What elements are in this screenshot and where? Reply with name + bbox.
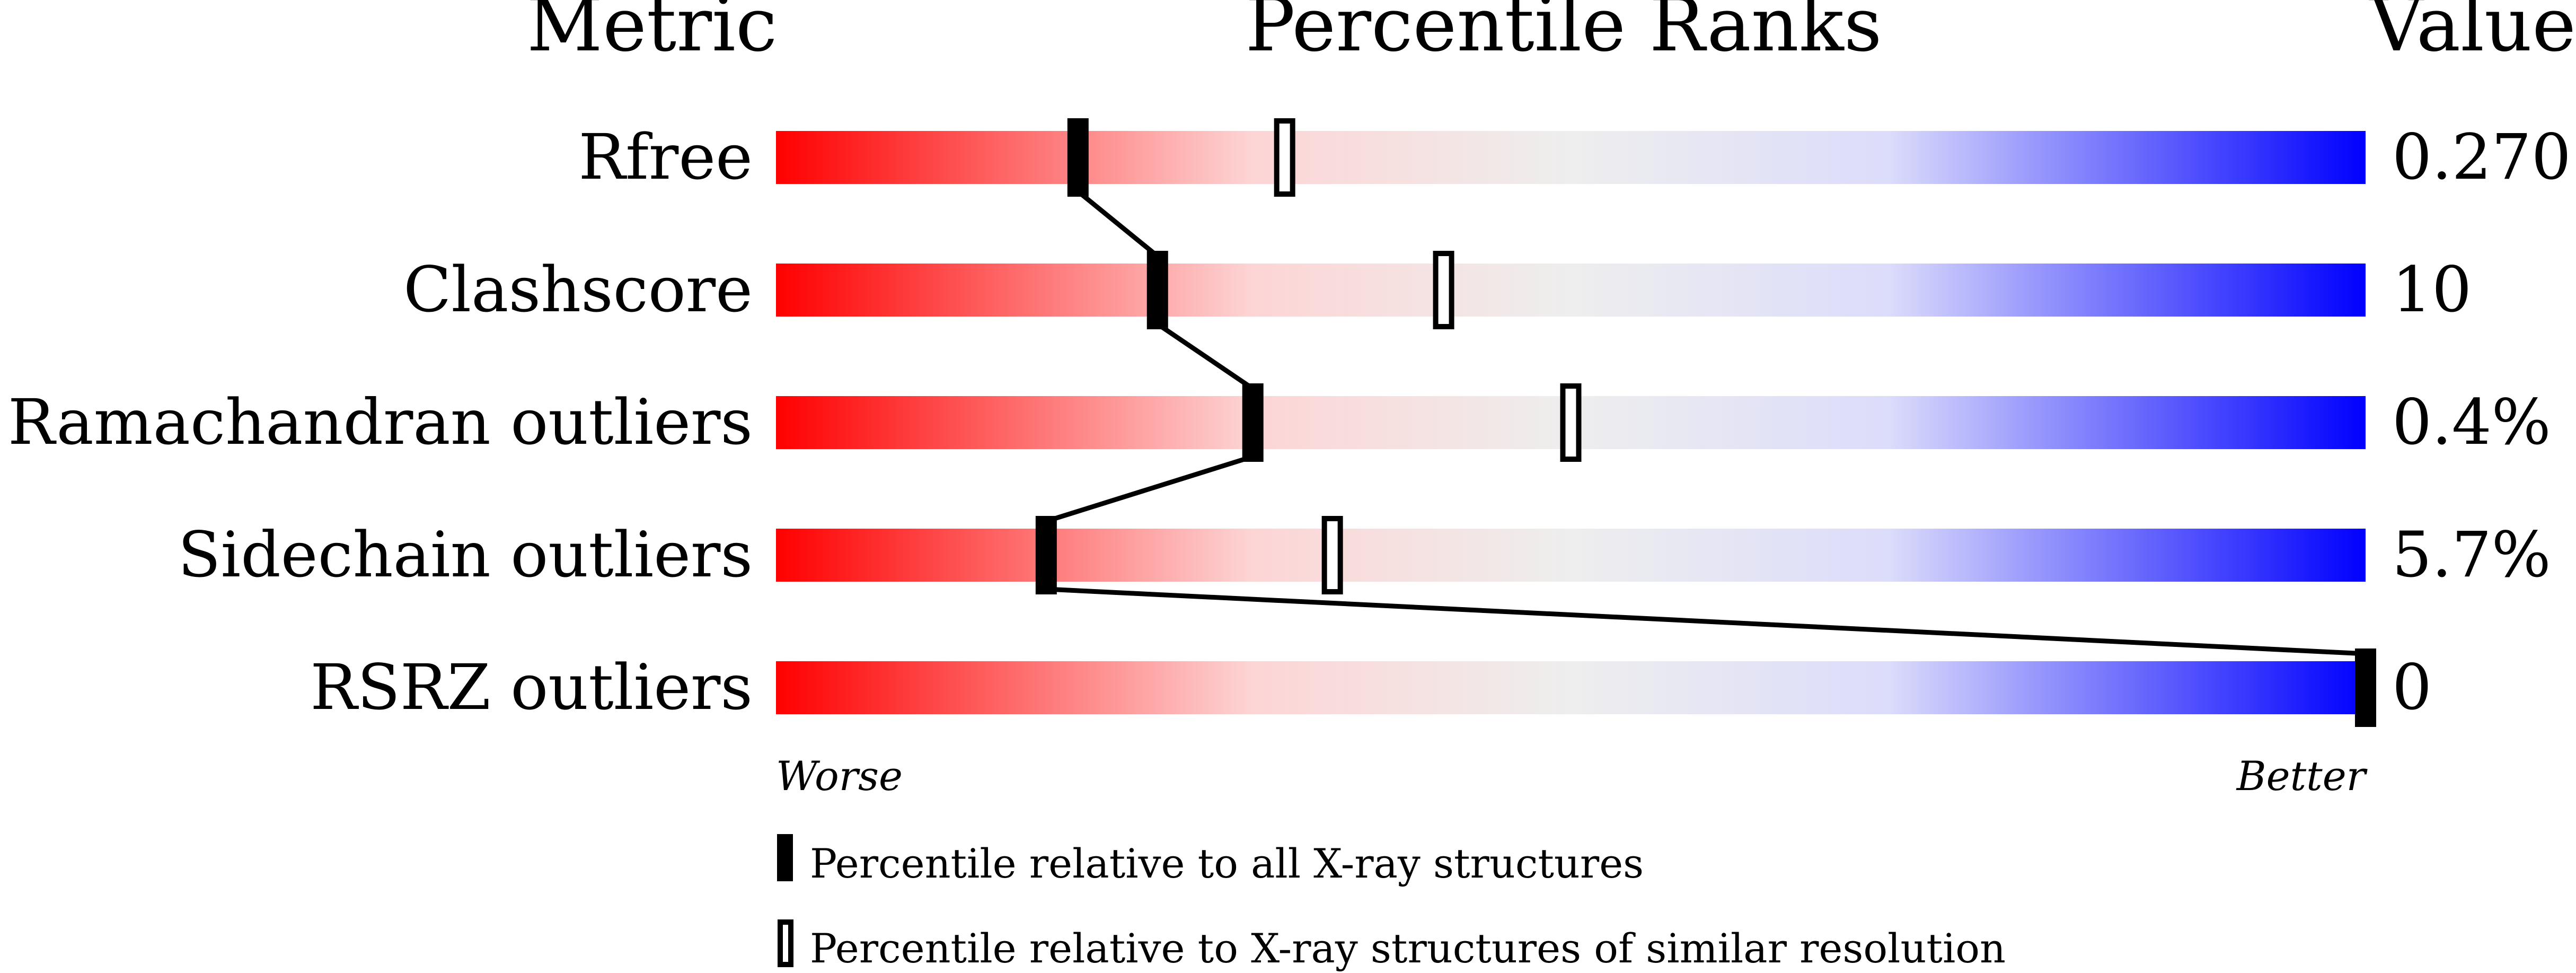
similar-resolution-marker bbox=[1321, 516, 1343, 594]
connector-line bbox=[1045, 454, 1254, 524]
metric-label: Ramachandran outliers bbox=[8, 385, 753, 459]
metric-label: RSRZ outliers bbox=[310, 651, 753, 724]
connector-line bbox=[1076, 189, 1159, 258]
similar-resolution-marker bbox=[1560, 383, 1582, 462]
header-metric: Metric bbox=[527, 0, 778, 68]
worse-label: Worse bbox=[776, 752, 903, 800]
all-structures-marker bbox=[1067, 118, 1089, 197]
metric-label: Clashscore bbox=[403, 253, 753, 326]
metric-label: Rfree bbox=[578, 120, 753, 194]
better-label: Better bbox=[2236, 752, 2368, 800]
percentile-bar bbox=[776, 131, 2366, 184]
metric-value: 0.4% bbox=[2392, 385, 2551, 459]
similar-resolution-marker bbox=[1274, 118, 1295, 197]
header-percentile: Percentile Ranks bbox=[1245, 0, 1882, 68]
metric-value: 0.270 bbox=[2392, 120, 2571, 194]
legend-open-label: Percentile relative to X-ray structures … bbox=[810, 925, 2006, 972]
connector-line bbox=[1046, 586, 2366, 656]
percentile-bar bbox=[776, 661, 2366, 714]
header-value: Value bbox=[2368, 0, 2576, 68]
similar-resolution-marker bbox=[1433, 251, 1454, 329]
metric-value: 0 bbox=[2392, 651, 2432, 724]
percentile-bar bbox=[776, 264, 2366, 317]
connector-line bbox=[1156, 322, 1255, 391]
all-structures-marker bbox=[1146, 251, 1168, 329]
metric-value: 10 bbox=[2392, 253, 2472, 326]
metric-label: Sidechain outliers bbox=[178, 518, 753, 591]
metric-value: 5.7% bbox=[2392, 518, 2551, 591]
all-structures-marker bbox=[1242, 383, 1264, 462]
percentile-bar bbox=[776, 529, 2366, 582]
legend-filled-marker bbox=[777, 834, 793, 881]
all-structures-marker bbox=[1035, 516, 1057, 594]
legend-open-marker bbox=[778, 919, 793, 967]
legend-filled-label: Percentile relative to all X-ray structu… bbox=[810, 840, 1644, 887]
all-structures-marker bbox=[2355, 648, 2376, 727]
